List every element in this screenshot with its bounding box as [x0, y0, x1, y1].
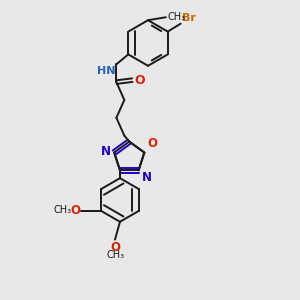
Text: Br: Br — [182, 13, 196, 23]
Text: CH₃: CH₃ — [53, 205, 71, 215]
Text: O: O — [70, 204, 80, 218]
Text: O: O — [147, 136, 157, 150]
Text: N: N — [142, 171, 152, 184]
Text: O: O — [134, 74, 145, 87]
Text: CH₃: CH₃ — [107, 250, 125, 260]
Text: O: O — [110, 241, 120, 254]
Text: N: N — [101, 145, 111, 158]
Text: CH₃: CH₃ — [168, 12, 186, 22]
Text: HN: HN — [97, 66, 116, 76]
